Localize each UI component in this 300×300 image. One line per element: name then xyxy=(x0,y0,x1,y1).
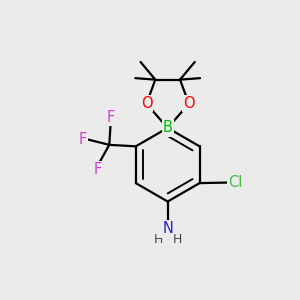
Text: O: O xyxy=(141,96,152,111)
Text: F: F xyxy=(94,162,102,177)
Text: F: F xyxy=(79,132,87,147)
Text: H: H xyxy=(172,233,182,246)
Text: Cl: Cl xyxy=(228,175,243,190)
Text: B: B xyxy=(163,120,172,135)
Text: N: N xyxy=(162,221,173,236)
Text: H: H xyxy=(154,233,163,246)
Text: O: O xyxy=(183,96,195,111)
Text: F: F xyxy=(106,110,115,125)
